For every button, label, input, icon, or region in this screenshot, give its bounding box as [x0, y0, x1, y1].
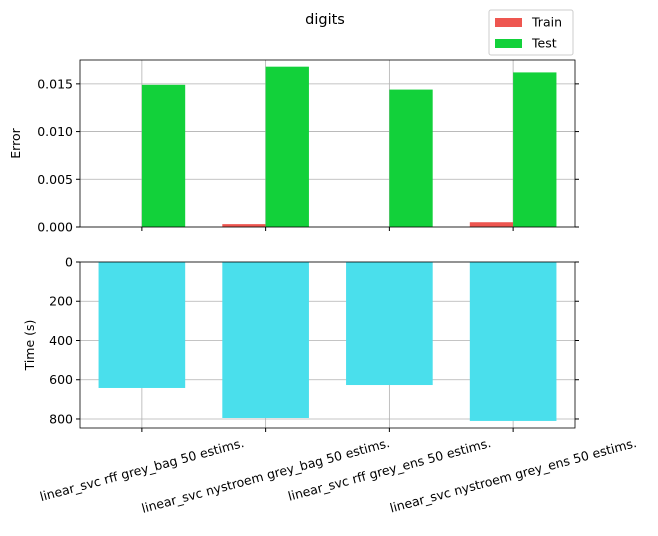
bar [265, 66, 309, 228]
bar [222, 262, 309, 418]
bar [469, 262, 557, 421]
bar [469, 222, 514, 227]
y-tick-label: 600 [49, 372, 73, 387]
y-tick-label: 200 [49, 294, 73, 309]
y-axis-label: Error [8, 127, 23, 158]
y-tick-label: 0.015 [37, 76, 73, 91]
x-tick-label: linear_svc nystroem grey_ens 50 estims. [388, 435, 638, 515]
y-tick-label: 0.010 [37, 124, 73, 139]
y-tick-label: 400 [49, 333, 73, 348]
bar [98, 262, 186, 388]
legend-label: Train [531, 15, 562, 30]
axes-frame [79, 59, 576, 228]
legend-label: Test [531, 36, 557, 51]
figure-title: digits [305, 12, 345, 28]
y-tick-label: 0.000 [37, 220, 73, 235]
y-axis-label: Time (s) [22, 320, 37, 372]
legend-swatch [495, 39, 522, 48]
y-tick-label: 0.005 [37, 172, 73, 187]
bar [141, 84, 186, 227]
bar [389, 89, 433, 227]
bar [513, 72, 557, 227]
legend-swatch [495, 18, 522, 27]
bar [222, 224, 266, 227]
bar [346, 262, 433, 386]
axes-frame [79, 261, 576, 429]
y-tick-label: 800 [49, 411, 73, 426]
y-tick-label: 0 [65, 255, 73, 270]
